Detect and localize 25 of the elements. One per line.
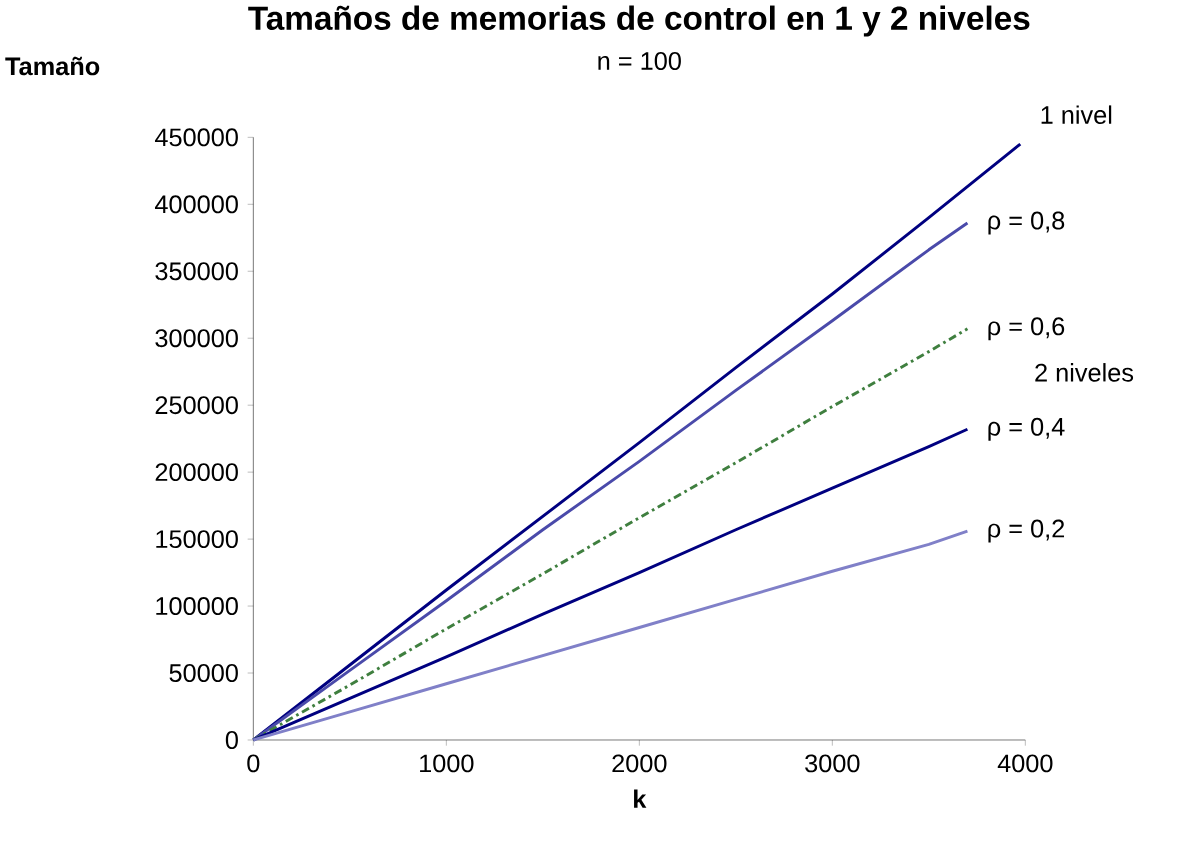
y-tick-label: 400000 <box>154 195 238 214</box>
y-tick-label: 250000 <box>155 396 238 415</box>
x-tick-label: 3000 <box>805 754 860 773</box>
y-tick-label: 0 <box>225 731 238 749</box>
y-tick-label: 150000 <box>156 530 238 549</box>
y-tick-label: 300000 <box>155 329 238 348</box>
series-label: ρ = 0,4 <box>988 417 1065 441</box>
x-axis-title: k <box>634 789 647 808</box>
x-tick-label: 1000 <box>420 754 474 773</box>
y-tick-label: 200000 <box>155 463 238 482</box>
x-tick-label: 0 <box>247 754 260 773</box>
y-tick-label: 350000 <box>155 262 238 281</box>
y-axis-title: Tamaño <box>5 56 100 76</box>
text: 2 niveles <box>1035 363 1134 382</box>
chart-subtitle: n = 100 <box>598 52 681 70</box>
x-tick-label: 2000 <box>612 754 667 773</box>
y-tick-label: 100000 <box>156 597 238 616</box>
x-tick-label: 4000 <box>997 754 1053 773</box>
series-label: ρ = 0,2 <box>988 519 1065 543</box>
y-tick-label: 50000 <box>169 664 238 682</box>
series-label: ρ = 0,8 <box>988 211 1065 235</box>
series-label: 1 nivel <box>1041 105 1112 124</box>
series-label: ρ = 0,6 <box>988 317 1065 341</box>
chart-title: Tamaños de memorias de control en 1 y 2 niveles <box>248 5 1030 37</box>
y-tick-label: 450000 <box>154 128 238 147</box>
